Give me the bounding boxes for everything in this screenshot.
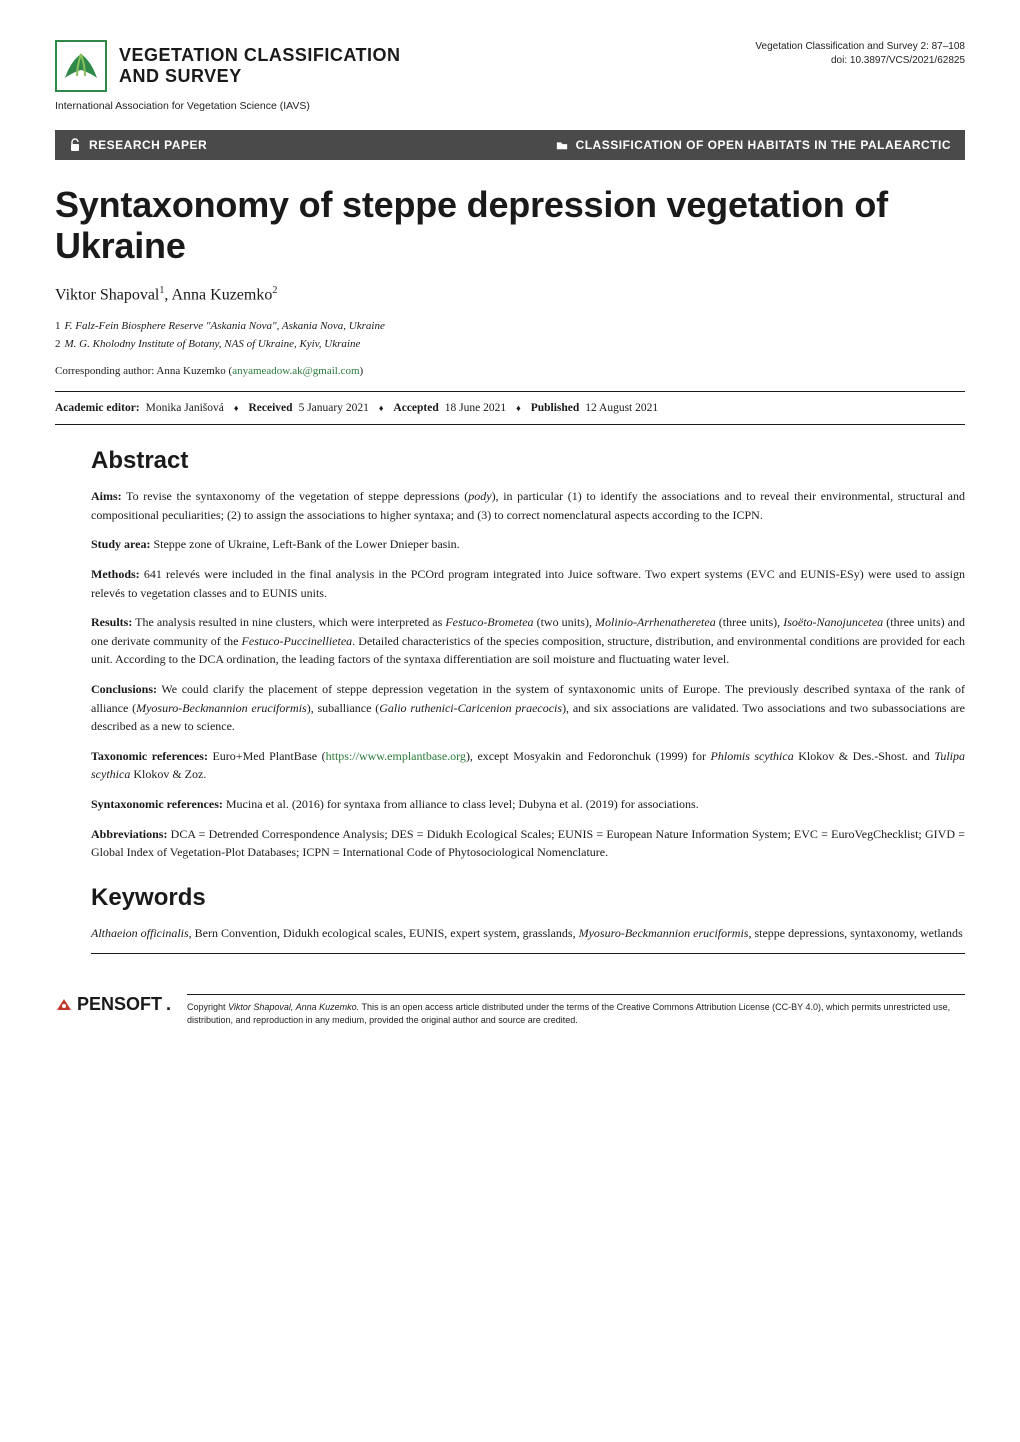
separator-diamond: ♦ [234,403,239,413]
results-label: Results: [91,615,132,629]
banner-right: CLASSIFICATION OF OPEN HABITATS IN THE P… [556,138,951,152]
footer-row: PENSOFT. Copyright Viktor Shapoval, Anna… [55,994,965,1027]
published-date: 12 August 2021 [585,402,658,414]
methods-label: Methods: [91,567,140,581]
published-label: Published [531,402,580,414]
conclusions-label: Conclusions: [91,682,157,696]
affiliation-item: 1F. Falz-Fein Biosphere Reserve "Askania… [55,318,965,336]
authors: Viktor Shapoval1, Anna Kuzemko2 [55,285,965,304]
abstract-taxonomic-refs: Taxonomic references: Euro+Med PlantBase… [91,747,965,784]
keywords-heading: Keywords [91,884,965,912]
taxref-prefix: Euro+Med PlantBase ( [208,749,326,763]
journal-meta: Vegetation Classification and Survey 2: … [755,40,965,68]
rule-bottom [55,424,965,425]
received-label: Received [248,402,292,414]
abstract-methods: Methods: 641 relevés were included in th… [91,565,965,602]
abbrev-label: Abbreviations: [91,827,167,841]
area-text: Steppe zone of Ukraine, Left-Bank of the… [150,537,459,551]
abstract-abbreviations: Abbreviations: DCA = Detrended Correspon… [91,825,965,862]
iavs-affiliation: International Association for Vegetation… [55,100,965,112]
publisher-logo: PENSOFT. [55,994,171,1015]
banner-right-label: CLASSIFICATION OF OPEN HABITATS IN THE P… [576,138,951,152]
journal-title-line2: AND SURVEY [119,66,401,87]
open-access-icon [69,138,81,152]
editorial-row: Academic editor: Monika Janišová ♦ Recei… [55,392,965,424]
affiliation-item: 2M. G. Kholodny Institute of Botany, NAS… [55,336,965,354]
keywords-text: Althaeion officinalis, Bern Convention, … [91,924,965,943]
separator-diamond: ♦ [379,403,384,413]
abstract-study-area: Study area: Steppe zone of Ukraine, Left… [91,535,965,554]
aims-label: Aims: [91,489,122,503]
corresponding-label: Corresponding author: Anna Kuzemko ( [55,365,232,377]
abstract-body: Aims: To revise the syntaxonomy of the v… [91,487,965,862]
editor-label: Academic editor: [55,402,140,414]
corresponding-author: Corresponding author: Anna Kuzemko (anya… [55,365,965,377]
abstract-aims: Aims: To revise the syntaxonomy of the v… [91,487,965,524]
accepted-date: 18 June 2021 [445,402,506,414]
journal-doi: doi: 10.3897/VCS/2021/62825 [755,54,965,68]
synref-label: Syntaxonomic references: [91,797,223,811]
synref-text: Mucina et al. (2016) for syntaxa from al… [223,797,699,811]
publisher-dot: . [166,994,171,1015]
abstract-conclusions: Conclusions: We could clarify the placem… [91,680,965,736]
abstract-syntaxonomic-refs: Syntaxonomic references: Mucina et al. (… [91,795,965,814]
banner-left-label: RESEARCH PAPER [89,138,207,152]
methods-text: 641 relevés were included in the final a… [91,567,965,600]
journal-title-line1: VEGETATION CLASSIFICATION [119,45,401,66]
abstract-results: Results: The analysis resulted in nine c… [91,613,965,669]
rule-keywords [91,953,965,954]
article-type-banner: RESEARCH PAPER CLASSIFICATION OF OPEN HA… [55,130,965,160]
affiliations: 1F. Falz-Fein Biosphere Reserve "Askania… [55,318,965,353]
pensoft-bug-icon [55,996,73,1014]
received-date: 5 January 2021 [299,402,369,414]
abbrev-text: DCA = Detrended Correspondence Analysis;… [91,827,965,860]
taxref-link[interactable]: https://www.emplantbase.org [326,749,466,763]
header-row: VEGETATION CLASSIFICATION AND SURVEY Veg… [55,40,965,92]
journal-logo-icon [55,40,107,92]
journal-logo-block: VEGETATION CLASSIFICATION AND SURVEY [55,40,401,92]
publisher-name: PENSOFT [77,994,162,1015]
area-label: Study area: [91,537,150,551]
abstract-heading: Abstract [91,447,965,475]
article-title: Syntaxonomy of steppe depression vegetat… [55,184,965,267]
journal-title: VEGETATION CLASSIFICATION AND SURVEY [119,45,401,86]
banner-left: RESEARCH PAPER [69,138,207,152]
separator-diamond: ♦ [516,403,521,413]
accepted-label: Accepted [393,402,438,414]
copyright-text: Copyright Viktor Shapoval, Anna Kuzemko.… [187,994,965,1027]
editor-name: Monika Janišová [146,402,224,414]
corresponding-email-link[interactable]: anyameadow.ak@gmail.com [232,365,359,377]
folder-icon [556,138,568,152]
corresponding-suffix: ) [360,365,364,377]
journal-citation: Vegetation Classification and Survey 2: … [755,40,965,54]
taxref-label: Taxonomic references: [91,749,208,763]
